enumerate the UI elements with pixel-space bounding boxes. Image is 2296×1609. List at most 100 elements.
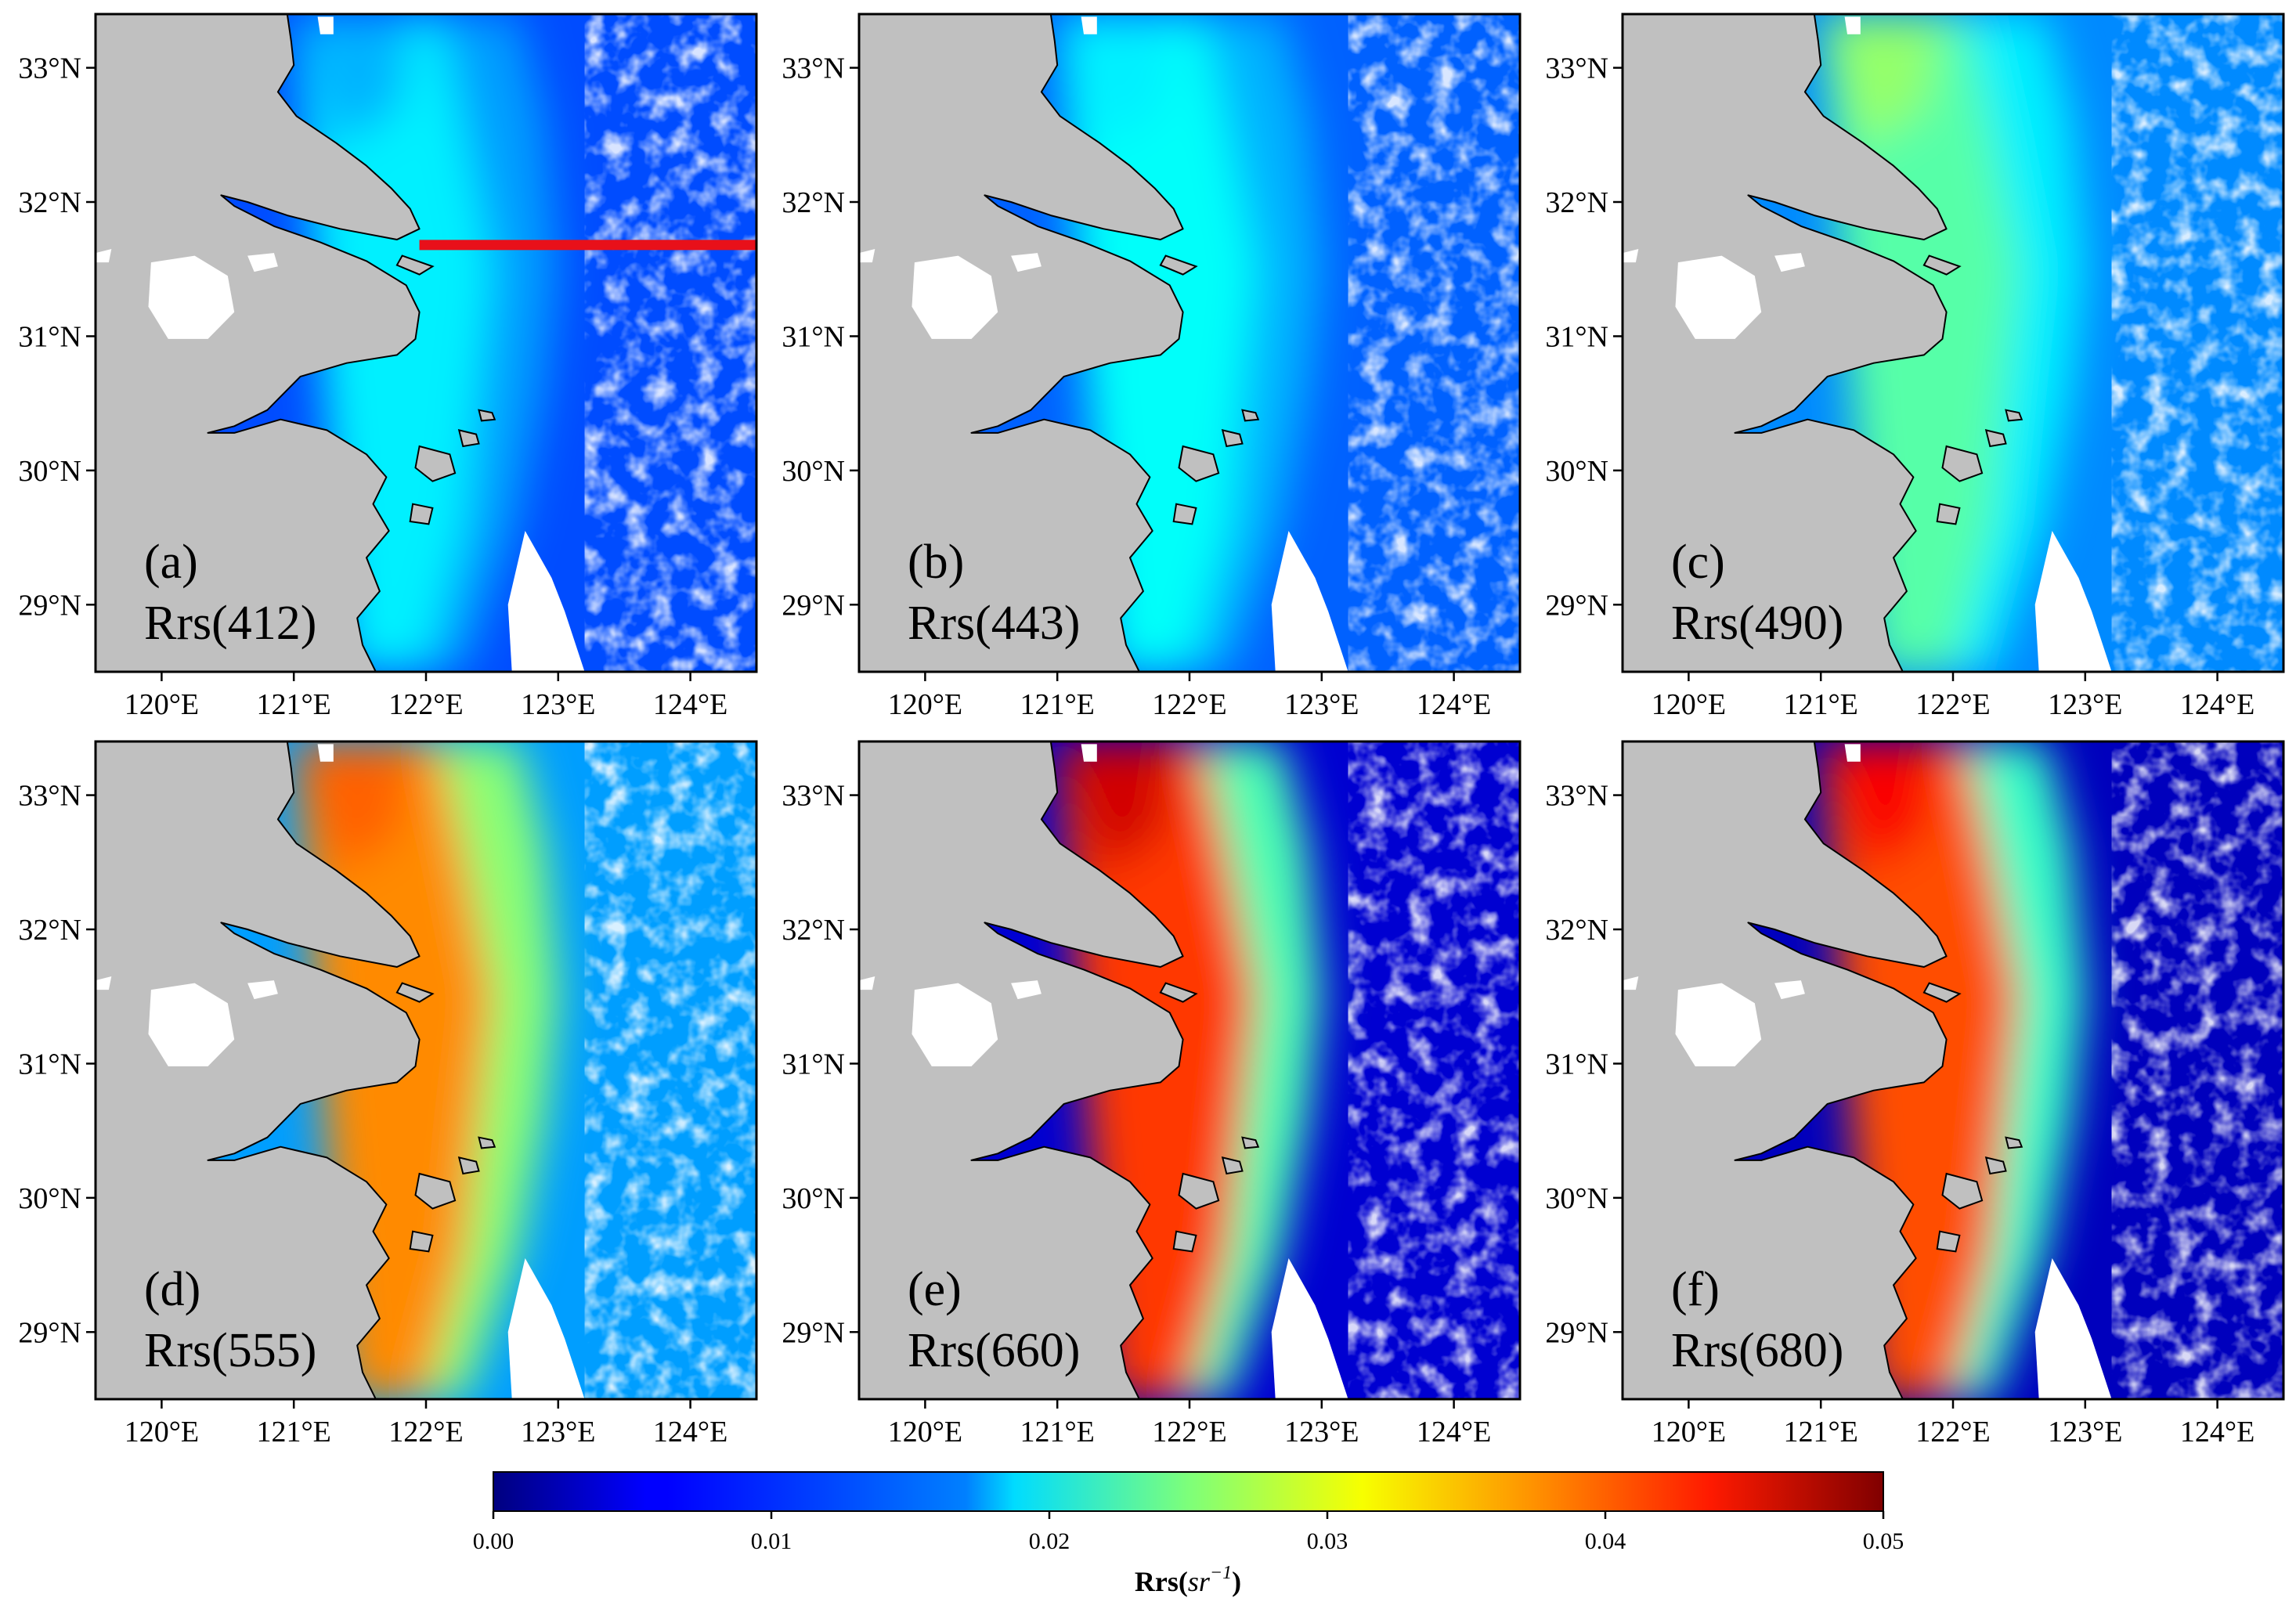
lake xyxy=(912,983,998,1066)
island xyxy=(1178,1172,1220,1210)
lake xyxy=(1011,980,1042,1000)
panel-label: (c) xyxy=(1671,536,1725,589)
lake xyxy=(1844,16,1861,34)
lat-tick-label: 31°N xyxy=(18,1048,81,1080)
no-data-region xyxy=(1271,1258,1348,1399)
lon-tick-label: 123°E xyxy=(521,688,595,721)
land-mask xyxy=(96,741,421,1399)
panel-label: (d) xyxy=(144,1263,200,1316)
island xyxy=(395,982,435,1003)
island xyxy=(457,1156,480,1175)
lake xyxy=(96,976,112,990)
map-panel-d: 120°E 121°E 122°E 123°E 124°E 33°N 32°N 31°N 30°… xyxy=(18,740,758,1448)
lake xyxy=(1081,744,1097,762)
lon-tick-label: 123°E xyxy=(1284,688,1359,721)
island xyxy=(409,503,434,525)
lat-tick-label: 29°N xyxy=(1545,589,1608,622)
panel-band: Rrs(660) xyxy=(908,1324,1080,1377)
no-data-region xyxy=(1271,531,1348,672)
no-data-region xyxy=(2034,531,2112,672)
map-panel-f: 120°E 121°E 122°E 123°E 124°E 33°N 32°N 31°N 30°… xyxy=(1545,740,2285,1448)
lon-tick-label: 123°E xyxy=(2048,688,2122,721)
lat-tick-label: 30°N xyxy=(18,1182,81,1215)
lat-tick-label: 31°N xyxy=(1545,1048,1608,1080)
island xyxy=(1159,982,1198,1003)
island xyxy=(395,254,435,276)
lon-tick-label: 123°E xyxy=(521,1416,595,1448)
island xyxy=(1984,429,2007,448)
panel-band: Rrs(443) xyxy=(908,597,1080,650)
lat-tick-label: 32°N xyxy=(1545,186,1608,219)
lake xyxy=(912,255,998,339)
lake xyxy=(148,255,235,339)
colorbar-title-suffix: ) xyxy=(1232,1566,1241,1597)
island xyxy=(1172,503,1197,525)
lat-tick-label: 29°N xyxy=(782,1316,845,1349)
lon-tick-label: 121°E xyxy=(1783,688,1857,721)
colorbar-tick-label: 0.00 xyxy=(473,1528,514,1554)
lat-tick-label: 29°N xyxy=(18,589,81,622)
map-body xyxy=(96,741,756,1399)
land-mask xyxy=(1623,14,1948,672)
lat-tick-label: 29°N xyxy=(1545,1316,1608,1349)
lat-tick-label: 32°N xyxy=(782,186,845,219)
island xyxy=(414,1172,457,1210)
lon-tick-label: 121°E xyxy=(1020,688,1094,721)
colorbar-tick-label: 0.02 xyxy=(1029,1528,1070,1554)
island xyxy=(2005,1136,2023,1149)
island xyxy=(1922,254,1962,276)
panel-label: (e) xyxy=(908,1263,962,1316)
lake xyxy=(317,744,334,762)
lat-tick-label: 33°N xyxy=(782,52,845,85)
lake xyxy=(96,249,112,263)
lat-tick-label: 32°N xyxy=(18,914,81,947)
cloud-mask xyxy=(584,14,756,672)
lat-tick-label: 33°N xyxy=(1545,780,1608,813)
island xyxy=(1936,503,1961,525)
colorbar-tick-label: 0.04 xyxy=(1585,1528,1626,1554)
island xyxy=(1178,445,1220,482)
map-body xyxy=(96,14,756,672)
lake xyxy=(1675,983,1762,1066)
cloud-mask xyxy=(2111,741,2283,1399)
lake xyxy=(317,16,334,34)
lon-tick-label: 121°E xyxy=(1783,1416,1857,1448)
island xyxy=(478,409,496,422)
colorbar-title-unit: sr xyxy=(1188,1566,1211,1597)
panel-label: (b) xyxy=(908,536,964,589)
map-panel-b: 120°E 121°E 122°E 123°E 124°E 33°N 32°N 31°N 30°… xyxy=(782,13,1522,721)
lon-tick-label: 124°E xyxy=(653,688,727,721)
lon-tick-label: 120°E xyxy=(125,688,199,721)
lake xyxy=(247,980,278,1000)
lat-tick-label: 30°N xyxy=(782,455,845,488)
island xyxy=(1941,1172,1984,1210)
lon-tick-label: 120°E xyxy=(1652,1416,1726,1448)
cloud-mask xyxy=(2111,14,2283,672)
lat-tick-label: 33°N xyxy=(1545,52,1608,85)
lon-tick-label: 120°E xyxy=(888,688,962,721)
lon-tick-label: 122°E xyxy=(388,688,463,721)
lon-tick-label: 124°E xyxy=(1417,1416,1491,1448)
lon-tick-label: 120°E xyxy=(888,1416,962,1448)
panel-label: (f) xyxy=(1671,1263,1720,1316)
lake xyxy=(148,983,235,1066)
island xyxy=(1941,445,1984,482)
lon-tick-label: 121°E xyxy=(256,1416,330,1448)
lat-tick-label: 29°N xyxy=(18,1316,81,1349)
island xyxy=(478,1136,496,1149)
map-panel-e: 120°E 121°E 122°E 123°E 124°E 33°N 32°N 31°N 30°… xyxy=(782,740,1522,1448)
lat-tick-label: 31°N xyxy=(782,320,845,353)
map-body xyxy=(859,14,1520,672)
lat-tick-label: 32°N xyxy=(782,914,845,947)
lake xyxy=(1774,980,1805,1000)
island xyxy=(1172,1230,1197,1253)
land-mask xyxy=(96,14,421,672)
island xyxy=(1241,1136,1260,1149)
lat-tick-label: 30°N xyxy=(1545,1182,1608,1215)
lon-tick-label: 121°E xyxy=(256,688,330,721)
lon-tick-label: 120°E xyxy=(125,1416,199,1448)
lake xyxy=(1011,253,1042,272)
lat-tick-label: 33°N xyxy=(18,52,81,85)
lon-tick-label: 122°E xyxy=(1152,1416,1226,1448)
